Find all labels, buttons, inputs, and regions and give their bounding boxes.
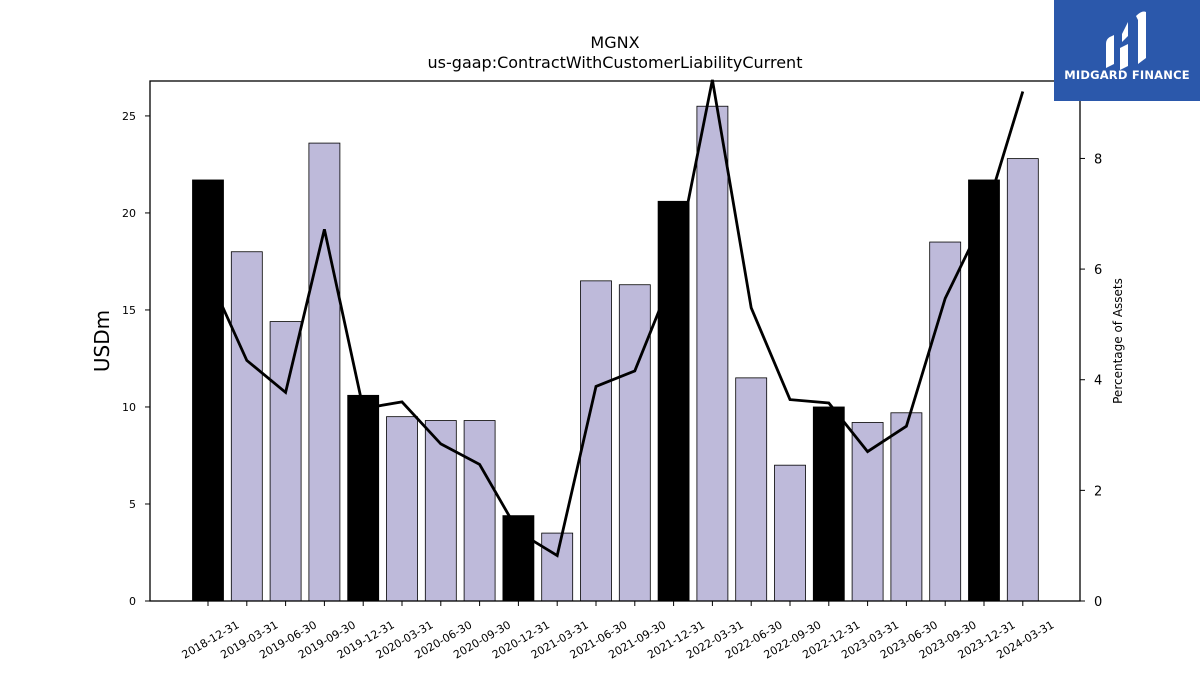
- left-axis: 0 5 10 15 20 25: [122, 110, 150, 608]
- bar-2022-09-30: [774, 464, 806, 602]
- logo-mark-icon: [1106, 11, 1146, 70]
- bar-2020-12-31: [502, 515, 535, 602]
- left-tick-label-5: 5: [129, 498, 136, 511]
- bar-2021-06-30: [580, 280, 612, 602]
- bar-2021-03-31: [541, 532, 574, 602]
- right-tick-label-8: 8: [1094, 152, 1102, 167]
- y-axis-label: USDm: [90, 310, 114, 372]
- bar-2021-09-30: [618, 284, 651, 602]
- right-tick-label-4: 4: [1094, 374, 1102, 389]
- right-tick-label-2: 2: [1094, 484, 1102, 499]
- left-tick-label-25: 25: [122, 110, 136, 123]
- bar-2021-12-31: [657, 200, 690, 602]
- left-tick-label-0: 0: [129, 595, 136, 608]
- bar-2018-12-31: [192, 179, 224, 602]
- x-axis: 2018-12-312019-03-312019-06-302019-09-30…: [180, 601, 1056, 662]
- bar-2020-06-30: [424, 420, 457, 602]
- percentage-line: [206, 79, 1025, 558]
- bar-2019-06-30: [269, 321, 302, 602]
- left-tick-label-20: 20: [122, 207, 136, 220]
- bar-2019-09-30: [308, 142, 341, 602]
- bar-2022-12-31: [812, 406, 845, 602]
- bar-2020-09-30: [463, 420, 496, 602]
- bar-2022-06-30: [735, 377, 768, 602]
- logo-text: MIDGARD FINANCE: [1064, 68, 1190, 82]
- brand-logo: MIDGARD FINANCE: [1054, 0, 1200, 101]
- bar-2023-12-31: [968, 179, 1000, 602]
- bar-2023-03-31: [851, 422, 884, 602]
- right-tick-label-0: 0: [1094, 595, 1102, 610]
- bar-2022-03-31: [696, 105, 729, 602]
- plot-frame: [149, 80, 1081, 602]
- bar-2023-06-30: [890, 412, 923, 602]
- bar-2020-03-31: [386, 416, 418, 602]
- bars-group: [192, 105, 1039, 602]
- right-axis: 0 2 4 6 8: [1080, 152, 1102, 610]
- left-tick-label-10: 10: [122, 401, 136, 414]
- bar-2024-03-31: [1006, 158, 1039, 602]
- y2-axis-label: Percentage of Assets: [1111, 278, 1125, 404]
- chart-subtitle: us-gaap:ContractWithCustomerLiabilityCur…: [428, 53, 803, 72]
- right-tick-label-6: 6: [1094, 263, 1102, 278]
- chart-title: MGNX: [590, 33, 639, 52]
- bar-2019-12-31: [347, 394, 380, 602]
- bar-2019-03-31: [230, 251, 263, 602]
- left-tick-label-15: 15: [122, 304, 136, 317]
